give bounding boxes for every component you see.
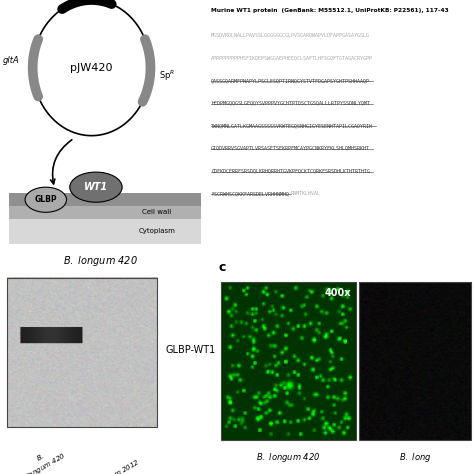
Ellipse shape bbox=[25, 187, 66, 212]
Text: gltA: gltA bbox=[3, 56, 19, 65]
Text: QASSGQARMFPNAPYLPSCLESQPTIRNQGYSTVTFDGAPSYGHTPSHHAAQP: QASSGQARMFPNAPYLPSCLESQPTIRNQGYSTVTFDGAP… bbox=[211, 78, 370, 83]
Bar bbox=[9, 216, 201, 244]
Text: CDFKDCERRFSRSDQLKRHQRRHTGVKPFQCKTCQRKFSRSDHLKTHTRTHTG: CDFKDCERRFSRSDQLKRHQRRHTGVKPFQCKTCQRKFSR… bbox=[211, 168, 370, 173]
Bar bbox=[7, 278, 157, 427]
FancyArrowPatch shape bbox=[51, 140, 72, 184]
Text: Sp$^R$: Sp$^R$ bbox=[159, 68, 175, 82]
Text: $B.$
$longum$ 420: $B.$ $longum$ 420 bbox=[19, 442, 68, 474]
Text: $B.$ $longum$ 2012: $B.$ $longum$ 2012 bbox=[85, 457, 141, 474]
Text: MGSDVRDLNALLPAVSSLGGGGGGCGLPVSGARQWAPVLDFAPPGASAYGSLG: MGSDVRDLNALLPAVSSLGGGGGGCGLPVSGARQWAPVLD… bbox=[211, 33, 370, 37]
Text: $B.$ $long$: $B.$ $long$ bbox=[399, 450, 431, 464]
Text: GLBP-WT1: GLBP-WT1 bbox=[166, 345, 216, 356]
Text: Murine WT1 protein  (GenBank: M55512.1, UniProtKB: P22561), 117-43: Murine WT1 protein (GenBank: M55512.1, U… bbox=[211, 8, 449, 12]
Text: Cytoplasm: Cytoplasm bbox=[138, 228, 175, 234]
Text: 400x: 400x bbox=[325, 288, 351, 299]
Text: RNMTKLHVAL: RNMTKLHVAL bbox=[291, 191, 320, 196]
Bar bbox=[9, 203, 201, 219]
Bar bbox=[359, 282, 472, 440]
Text: $B.$ $longum$ 420: $B.$ $longum$ 420 bbox=[256, 450, 321, 464]
Text: FSCRWHSCQKKFARSDELVRHHNMHQ: FSCRWHSCQKKFARSDELVRHHNMHQ bbox=[211, 191, 289, 196]
Text: GLBP: GLBP bbox=[35, 195, 57, 204]
Bar bbox=[220, 282, 356, 440]
Text: HEDPMGQQGSLGEQQYSVPPPVYGCHTPTDSCTGSQALLLRTPYSSDNLYQMT: HEDPMGQQGSLGEQQYSVPPPVYGCHTPTDSCTGSQALLL… bbox=[211, 100, 370, 106]
Text: c: c bbox=[218, 261, 226, 273]
Bar bbox=[9, 193, 201, 206]
Text: GIQDVRRVSGVAPTLVRSASETSEKRPFMCAYPGCNKRYFKLSHLQMHSRKHT: GIQDVRRVSGVAPTLVRSASETSEKRPFMCAYPGCNKRYF… bbox=[211, 146, 370, 151]
Text: APPPPPPPPPHSFIKQEPSWGGAEPHEEQCLSAFTLHFSGQFTGTAGACRYGPP: APPPPPPPPPHSFIKQEPSWGGAEPHEEQCLSAFTLHFSG… bbox=[211, 55, 373, 60]
Text: WT1: WT1 bbox=[84, 182, 108, 192]
Text: pJW420: pJW420 bbox=[70, 63, 113, 73]
Text: TWNQMNLGATLKGMAAGSSSSSVKWTEGQSNHGIGYESENHTAPILCGAOYRIH: TWNQMNLGATLKGMAAGSSSSSVKWTEGQSNHGIGYESEN… bbox=[211, 123, 373, 128]
Ellipse shape bbox=[70, 172, 122, 202]
Text: $B.$ $longum$ 420: $B.$ $longum$ 420 bbox=[63, 254, 137, 268]
Text: Cell wall: Cell wall bbox=[142, 210, 172, 215]
